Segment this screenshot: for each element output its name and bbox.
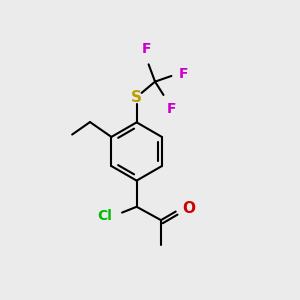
Text: S: S	[131, 90, 142, 105]
Text: F: F	[166, 102, 176, 116]
Text: Cl: Cl	[97, 209, 112, 223]
Text: O: O	[183, 201, 196, 216]
Text: F: F	[142, 42, 152, 56]
Text: F: F	[179, 67, 188, 81]
